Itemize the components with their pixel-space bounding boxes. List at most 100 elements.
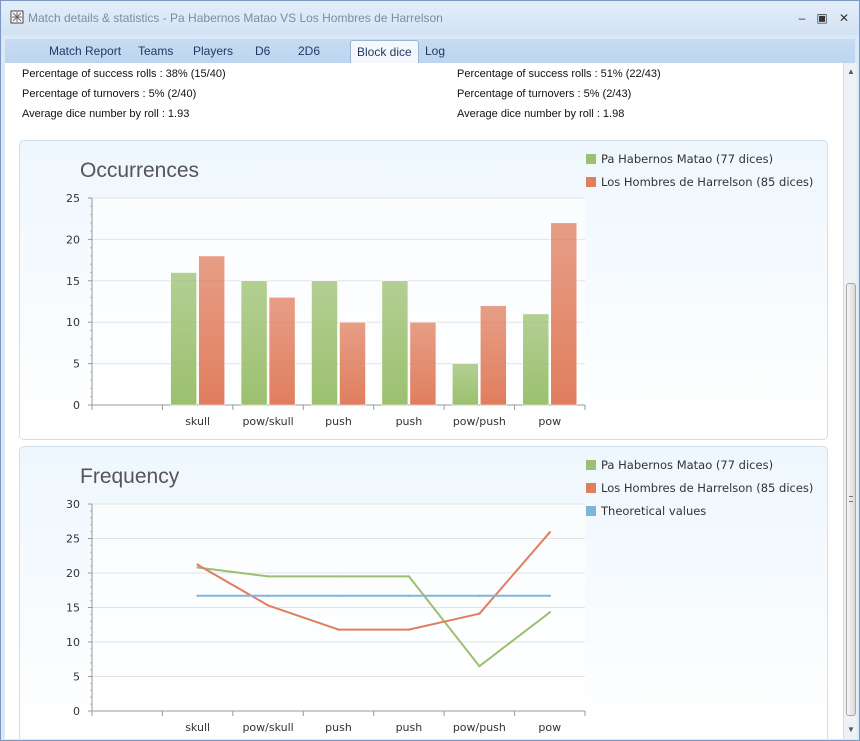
data-point (407, 628, 411, 631)
team1-turnover-rate: Percentage of turnovers : 5% (2/40) (22, 88, 197, 100)
bar (522, 313, 550, 406)
tab-2d6[interactable]: 2D6 (298, 44, 321, 58)
x-tick-label: pow/push (453, 415, 506, 428)
scrollbar-grip-icon (849, 496, 853, 502)
legend-label: Pa Habernos Matao (77 dices) (601, 152, 773, 166)
legend-swatch (586, 506, 596, 516)
y-tick-label: 5 (73, 671, 80, 684)
block-dice-content: Percentage of success rolls : 38% (15/40… (5, 63, 843, 739)
scroll-up-arrow-icon[interactable]: ▲ (847, 67, 855, 76)
bar (311, 280, 338, 406)
occurrences-chart: Occurrences 0 5 10 15 20 25 skull pow/skull push p… (66, 152, 813, 428)
data-point (196, 566, 199, 569)
legend-label: Los Hombres de Harrelson (85 dices) (601, 175, 813, 189)
data-point (407, 594, 411, 597)
y-tick-label: 30 (66, 498, 80, 511)
x-tick-label: pow (538, 721, 561, 734)
tab-block-dice[interactable]: Block dice (350, 40, 419, 63)
x-tick-label: pow/skull (242, 415, 293, 428)
data-point (407, 575, 411, 578)
bar (381, 280, 409, 406)
bar (198, 255, 225, 406)
bar (170, 272, 197, 406)
team2-average-dice: Average dice number by roll : 1.98 (457, 108, 625, 120)
bar (550, 222, 578, 406)
plot-area (92, 198, 585, 405)
x-tick-label: push (325, 721, 352, 734)
app-icon (10, 10, 24, 24)
frequency-chart: Frequency 0 5 10 15 20 25 30 skull pow/skull push p… (66, 458, 813, 734)
y-tick-label: 0 (73, 399, 80, 412)
minimize-button[interactable]: – (798, 11, 806, 25)
data-point (478, 594, 481, 597)
legend-label: Theoretical values (600, 504, 706, 518)
x-tick-label: pow (538, 415, 561, 428)
series-line (197, 566, 551, 668)
tab-bar: Match Report Teams Players D6 2D6 Block … (5, 39, 855, 63)
title-bar[interactable]: Match details & statistics - Pa Habernos… (1, 1, 859, 35)
window-title: Match details & statistics - Pa Habernos… (28, 11, 443, 25)
y-tick-label: 25 (66, 533, 80, 546)
legend-label: Los Hombres de Harrelson (85 dices) (601, 481, 813, 495)
legend-swatch (586, 177, 596, 187)
data-point (266, 594, 270, 597)
data-point (337, 575, 340, 578)
occurrences-chart-panel: Occurrences 0 5 10 15 20 25 skull pow/skull push p… (19, 140, 828, 440)
legend-swatch (586, 460, 596, 470)
data-point (478, 664, 481, 668)
maximize-button[interactable]: ▣ (816, 11, 828, 25)
x-tick-label: skull (185, 721, 210, 734)
y-tick-label: 5 (73, 358, 80, 371)
bar (452, 363, 479, 406)
team2-success-rate: Percentage of success rolls : 51% (22/43… (457, 68, 661, 80)
y-tick-label: 10 (66, 316, 80, 329)
x-tick-label: pow/skull (242, 721, 293, 734)
scroll-down-arrow-icon[interactable]: ▼ (847, 725, 855, 734)
y-tick-label: 15 (66, 602, 80, 615)
team2-turnover-rate: Percentage of turnovers : 5% (2/43) (457, 88, 632, 100)
frequency-chart-panel: Frequency 0 5 10 15 20 25 30 skull pow/skull push p… (19, 446, 828, 739)
close-button[interactable]: ✕ (838, 11, 850, 25)
data-point (266, 575, 270, 578)
data-point (548, 611, 551, 614)
y-tick-label: 0 (73, 705, 80, 718)
team1-success-rate: Percentage of success rolls : 38% (15/40… (22, 68, 226, 80)
data-point (478, 612, 481, 615)
data-point (548, 594, 551, 597)
data-point (266, 604, 270, 607)
data-point (548, 531, 551, 534)
x-tick-label: push (325, 415, 352, 428)
tab-match-report[interactable]: Match Report (49, 44, 122, 58)
scrollbar-thumb[interactable] (846, 283, 856, 716)
team1-average-dice: Average dice number by roll : 1.93 (22, 108, 190, 120)
bar (268, 297, 296, 406)
tab-players[interactable]: Players (193, 44, 234, 58)
tab-teams[interactable]: Teams (138, 44, 174, 58)
y-tick-label: 20 (66, 567, 80, 580)
vertical-scrollbar[interactable]: ▲ ▼ (843, 63, 857, 739)
x-tick-label: push (396, 721, 423, 734)
legend-label: Pa Habernos Matao (77 dices) (601, 458, 773, 472)
bar (480, 305, 507, 406)
data-point (337, 628, 340, 631)
legend-swatch (586, 483, 596, 493)
series-line (197, 531, 551, 631)
x-tick-label: skull (185, 415, 210, 428)
data-point (196, 563, 199, 566)
y-tick-label: 10 (66, 636, 80, 649)
bar (339, 321, 366, 406)
chart-title: Occurrences (80, 159, 199, 182)
data-point (337, 594, 340, 597)
tab-log[interactable]: Log (425, 44, 446, 58)
x-tick-label: push (396, 415, 423, 428)
bar (409, 321, 437, 406)
y-tick-label: 20 (66, 233, 80, 246)
bar (240, 280, 268, 406)
chart-title: Frequency (80, 465, 180, 488)
data-point (196, 594, 199, 597)
tab-d6[interactable]: D6 (255, 44, 271, 58)
x-tick-label: pow/push (453, 721, 506, 734)
legend-swatch (586, 154, 596, 164)
y-tick-label: 25 (66, 192, 80, 205)
